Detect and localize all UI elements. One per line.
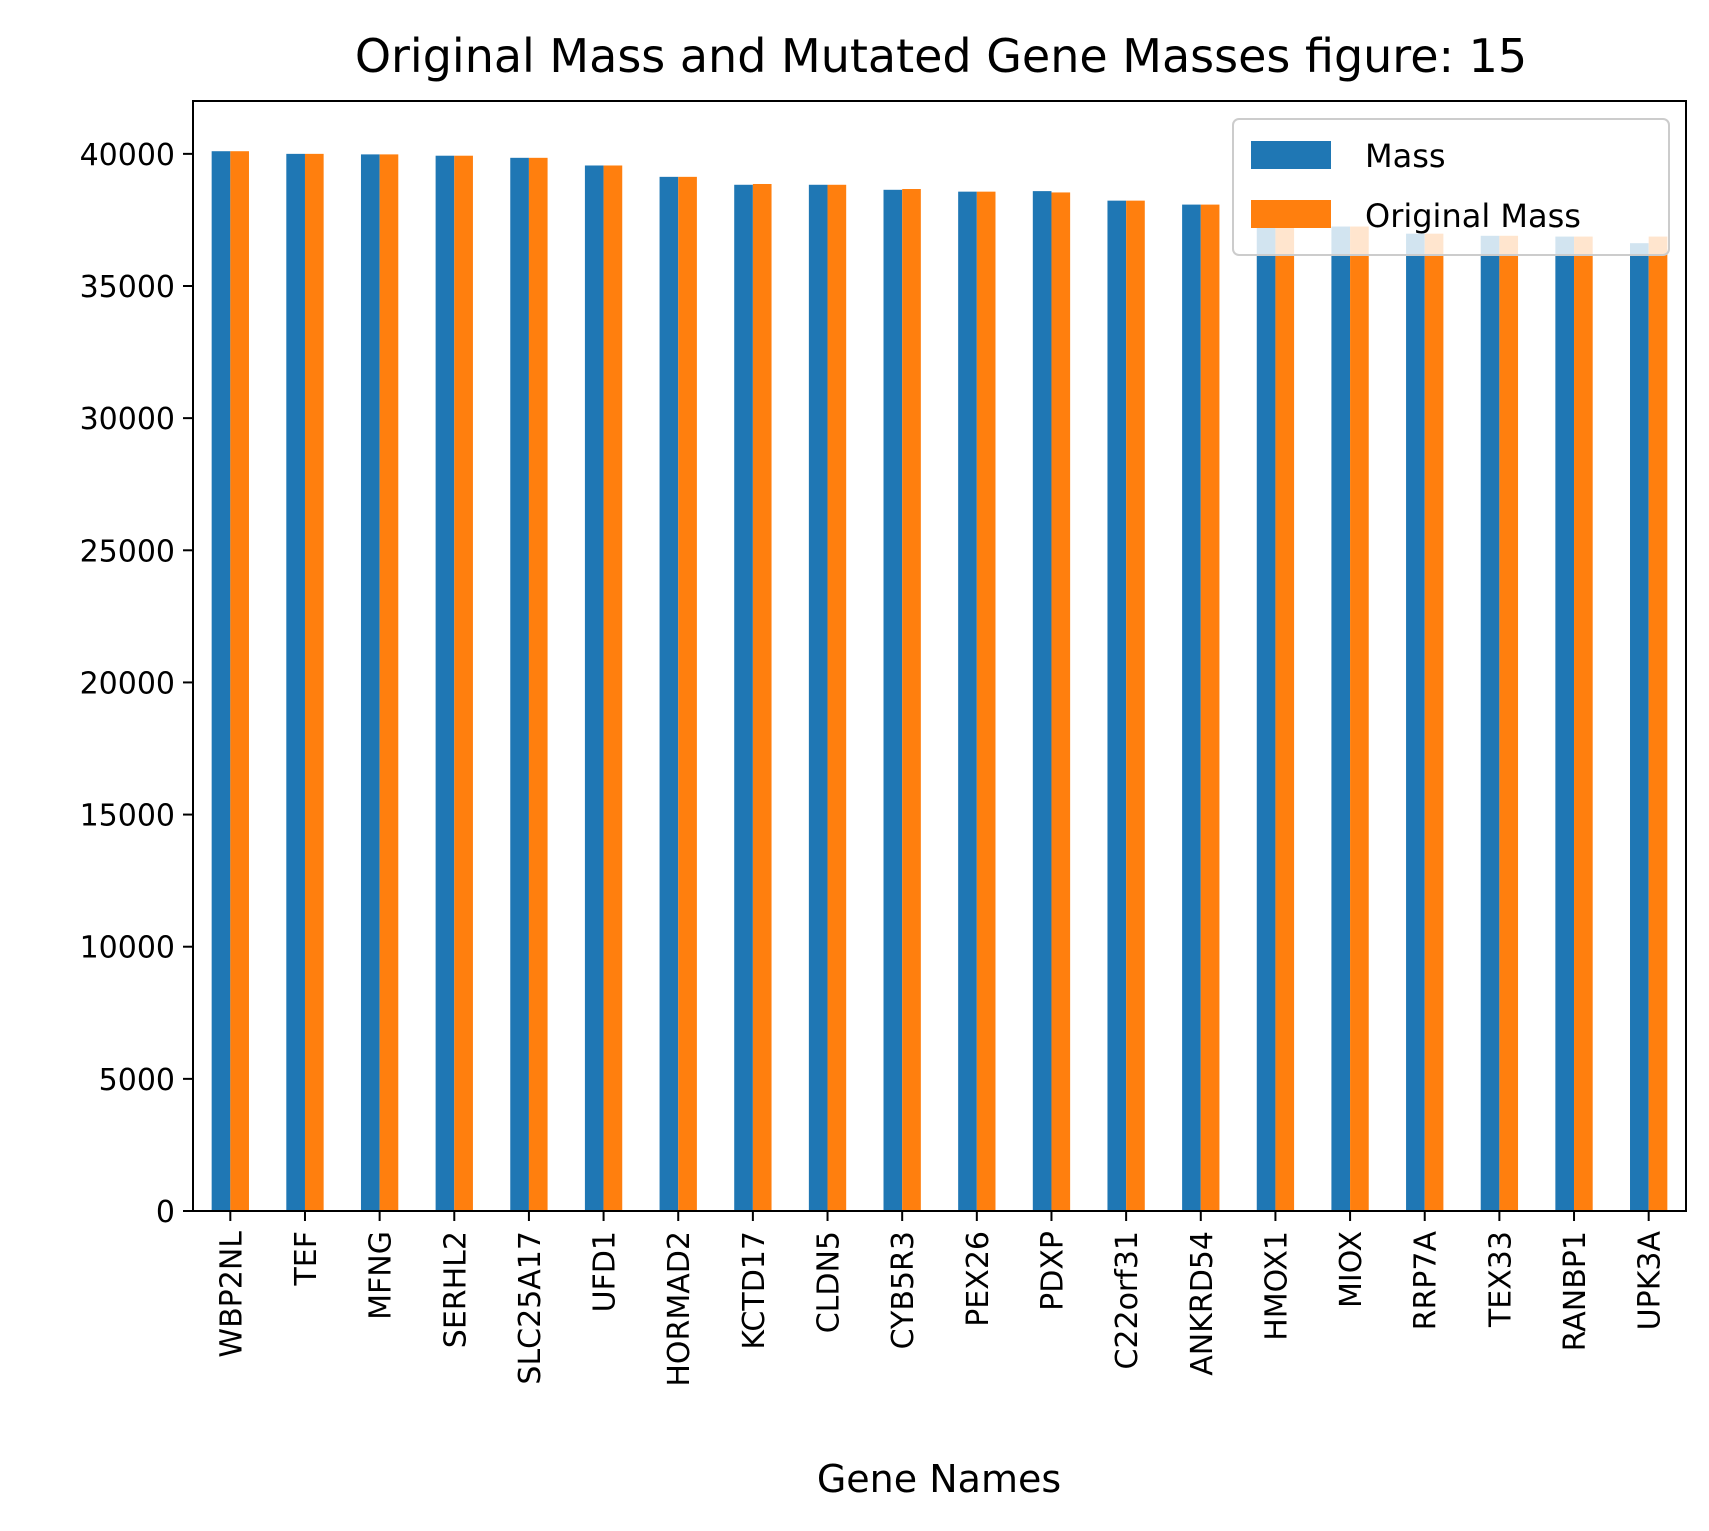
y-tick-label: 10000 xyxy=(80,931,175,966)
x-tick-label-c22orf31: C22orf31 xyxy=(1110,1231,1145,1370)
bar-original-mass-miox xyxy=(1350,226,1369,1212)
bar-original-mass-tex33 xyxy=(1499,235,1519,1212)
x-axis: WBP2NL TEF MFNG SERHL2 SLC25A17 UFD1 HORMAD2 KC… xyxy=(214,1211,1668,1387)
x-tick-label-tef: TEF xyxy=(289,1231,324,1287)
bar-original-mass-c22orf31 xyxy=(1126,200,1145,1211)
x-tick-label-rrp7a: RRP7A xyxy=(1409,1231,1444,1331)
x-tick-label-kctd17: KCTD17 xyxy=(737,1231,772,1350)
bar-mass-pex26 xyxy=(958,191,977,1211)
legend-label-original-mass: Original Mass xyxy=(1365,197,1581,235)
bar-original-mass-upk3a xyxy=(1648,236,1668,1211)
bar-original-mass-cyb5r3 xyxy=(902,189,921,1211)
y-tick-label: 40000 xyxy=(80,138,175,173)
bar-original-mass-tef xyxy=(304,153,324,1212)
x-tick-label-mfng: MFNG xyxy=(364,1231,399,1320)
plot-background xyxy=(193,101,1686,1211)
x-tick-label-pex26: PEX26 xyxy=(961,1231,996,1327)
bar-mass-hormad2 xyxy=(659,176,679,1212)
legend-box xyxy=(1232,118,1670,256)
y-tick-label: 15000 xyxy=(80,799,175,834)
x-tick-label-ranbp1: RANBP1 xyxy=(1558,1231,1593,1351)
x-tick-label-ankrd54: ANKRD54 xyxy=(1185,1231,1220,1376)
bar-original-mass-ranbp1 xyxy=(1574,236,1593,1211)
bar-mass-rrp7a xyxy=(1406,233,1425,1212)
bar-mass-ufd1 xyxy=(584,165,604,1212)
bar-original-mass-pex26 xyxy=(976,191,996,1211)
bar-original-mass-cldn5 xyxy=(827,184,847,1211)
bar-original-mass-ankrd54 xyxy=(1200,204,1220,1212)
x-tick-label-serhl2: SERHL2 xyxy=(438,1231,473,1348)
bar-original-mass-ufd1 xyxy=(603,165,623,1212)
x-tick-label-slc25a17: SLC25A17 xyxy=(513,1231,548,1385)
y-tick-label: 35000 xyxy=(80,270,175,305)
bar-original-mass-hmox1 xyxy=(1275,226,1295,1212)
x-tick-label-pdxp: PDXP xyxy=(1035,1231,1070,1311)
bar-original-mass-hormad2 xyxy=(678,176,697,1212)
bar-mass-tef xyxy=(286,153,305,1212)
bar-original-mass-serhl2 xyxy=(454,155,473,1212)
y-tick-label: 20000 xyxy=(80,666,175,701)
bar-mass-slc25a17 xyxy=(510,157,529,1211)
bars-layer xyxy=(211,151,1668,1212)
bar-mass-cldn5 xyxy=(808,184,828,1211)
bar-mass-hmox1 xyxy=(1256,226,1276,1212)
x-tick-label-hormad2: HORMAD2 xyxy=(662,1231,697,1387)
bar-mass-wbp2nl xyxy=(211,151,231,1212)
bar-mass-serhl2 xyxy=(435,155,455,1212)
chart-title: Original Mass and Mutated Gene Masses fi… xyxy=(355,29,1527,83)
bar-mass-c22orf31 xyxy=(1107,200,1127,1211)
x-tick-label-cyb5r3: CYB5R3 xyxy=(886,1231,921,1349)
bar-mass-mfng xyxy=(360,154,380,1211)
bar-mass-cyb5r3 xyxy=(883,189,903,1212)
plot-frame xyxy=(192,100,1687,1212)
bar-mass-ranbp1 xyxy=(1555,236,1575,1211)
bar-original-mass-wbp2nl xyxy=(230,151,249,1212)
x-tick-label-miox: MIOX xyxy=(1334,1231,1369,1308)
y-tick-label: 30000 xyxy=(80,402,175,437)
y-tick-label: 0 xyxy=(156,1195,175,1230)
y-tick-label: 25000 xyxy=(80,534,175,569)
x-tick-label-wbp2nl: WBP2NL xyxy=(214,1231,249,1358)
x-tick-label-tex33: TEX33 xyxy=(1483,1231,1518,1328)
bar-mass-ankrd54 xyxy=(1182,204,1201,1212)
legend-swatch-mass xyxy=(1251,141,1331,169)
y-axis: 0 5000 10000 15000 20000 25000 30000 35000 40000 xyxy=(80,138,193,1230)
bar-original-mass-rrp7a xyxy=(1424,233,1444,1212)
plot-area xyxy=(192,100,1687,1212)
x-tick-label-upk3a: UPK3A xyxy=(1633,1231,1668,1331)
y-tick-label: 5000 xyxy=(99,1063,175,1098)
bar-original-mass-slc25a17 xyxy=(528,157,548,1211)
x-tick-label-hmox1: HMOX1 xyxy=(1259,1231,1294,1341)
legend-label-mass: Mass xyxy=(1365,137,1446,175)
bar-original-mass-kctd17 xyxy=(752,183,772,1212)
bar-mass-kctd17 xyxy=(734,184,753,1211)
bar-mass-upk3a xyxy=(1630,243,1649,1211)
x-axis-label: Gene Names xyxy=(817,1457,1061,1501)
x-tick-label-ufd1: UFD1 xyxy=(588,1231,623,1312)
legend: Mass Original Mass xyxy=(1232,118,1670,256)
bar-mass-miox xyxy=(1331,226,1351,1212)
bar-original-mass-mfng xyxy=(379,154,399,1211)
bar-mass-pdxp xyxy=(1032,191,1052,1211)
bar-mass-tex33 xyxy=(1480,235,1500,1212)
bar-original-mass-pdxp xyxy=(1051,192,1071,1211)
legend-swatch-original-mass xyxy=(1251,200,1331,228)
x-tick-label-cldn5: CLDN5 xyxy=(812,1231,847,1333)
